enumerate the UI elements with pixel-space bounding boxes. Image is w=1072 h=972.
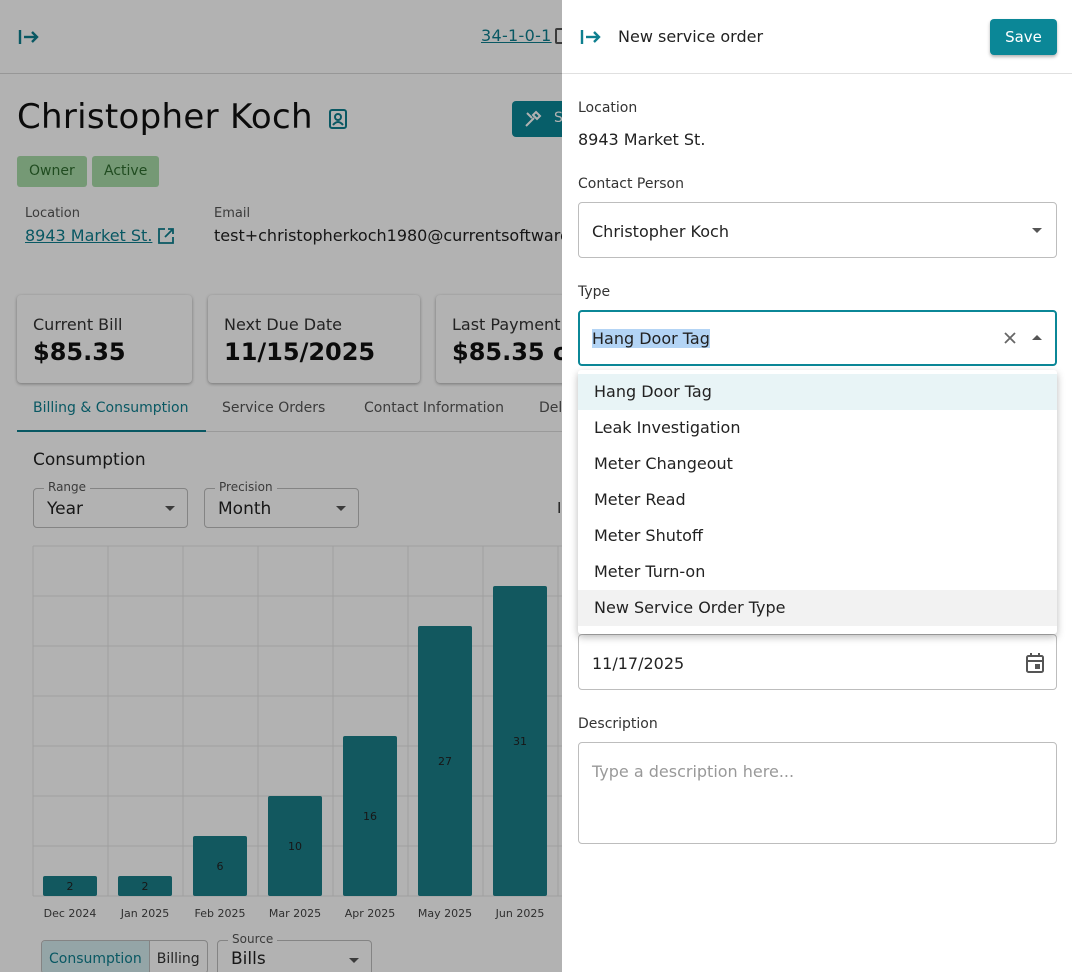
chart-tick-label: Jun 2025 <box>495 907 545 920</box>
chart-tick-label: Jan 2025 <box>120 907 169 920</box>
chart-data-label: 2 <box>67 880 74 893</box>
modal-backdrop[interactable] <box>0 0 562 972</box>
type-option[interactable]: New Service Order Type <box>578 590 1057 626</box>
clear-icon[interactable] <box>1003 331 1017 345</box>
contact-card-icon[interactable] <box>328 108 348 130</box>
account-number-link[interactable]: 34-1-0-1 <box>481 26 552 45</box>
type-option[interactable]: Meter Changeout <box>594 454 733 473</box>
type-combobox[interactable]: Hang Door Tag <box>578 310 1057 366</box>
location-link[interactable]: 8943 Market St. <box>25 226 153 245</box>
toggle-consumption[interactable]: Consumption <box>42 941 149 972</box>
chart-data-label: 10 <box>288 840 302 853</box>
next-due-date-card: Next Due Date 11/15/2025 <box>208 295 420 383</box>
active-badge: Active <box>92 156 160 187</box>
type-option[interactable]: Meter Turn-on <box>594 562 706 581</box>
chart-data-label: 2 <box>142 880 149 893</box>
owner-badge: Owner <box>17 156 87 187</box>
caret-down-icon <box>1032 228 1042 233</box>
chart-mode-toggle: Consumption Billing <box>41 940 208 972</box>
drawer-title: New service order <box>618 27 764 46</box>
chart-tick-label: Feb 2025 <box>195 907 246 920</box>
tab-service-orders[interactable]: Service Orders <box>222 400 326 416</box>
chart-data-label: 16 <box>363 810 377 823</box>
current-bill-card: Current Bill $85.35 <box>17 295 192 383</box>
consumption-title: Consumption <box>33 450 146 470</box>
last-payment-card: Last Payment $85.35 on <box>436 295 576 383</box>
range-select[interactable]: Range Year <box>33 480 188 528</box>
partial-label: I <box>557 499 562 517</box>
active-tab-indicator <box>17 430 206 432</box>
chart-tick-label: Apr 2025 <box>345 907 396 920</box>
chart-bar[interactable] <box>493 586 547 896</box>
tab-bar: Billing & Consumption Service Orders Con… <box>17 392 577 432</box>
chart-bar[interactable] <box>268 796 322 896</box>
chart-bar[interactable] <box>418 626 472 896</box>
chart-data-label: 27 <box>438 755 452 768</box>
type-option[interactable]: Meter Shutoff <box>594 526 703 545</box>
email-label: Email <box>214 206 251 221</box>
description-textarea[interactable]: Type a description here... <box>578 742 1057 844</box>
description-label: Description <box>578 716 658 732</box>
service-order-drawer: New service order Save Location 8943 Mar… <box>562 0 1072 972</box>
calendar-icon[interactable] <box>1025 652 1045 674</box>
caret-up-icon[interactable] <box>1032 335 1042 340</box>
email-value: test+christopherkoch1980@currentsoftware <box>214 226 570 245</box>
external-link-icon[interactable] <box>157 227 175 245</box>
chart-bar[interactable] <box>193 836 247 896</box>
contact-person-select[interactable]: Christopher Koch <box>578 202 1057 258</box>
chart-data-label: 31 <box>513 735 527 748</box>
tab-billing-consumption[interactable]: Billing & Consumption <box>33 400 189 416</box>
collapse-drawer-icon[interactable] <box>580 28 602 46</box>
customer-name: Christopher Koch <box>17 97 313 137</box>
toggle-billing[interactable]: Billing <box>148 941 207 972</box>
tools-icon <box>525 110 542 127</box>
type-option[interactable]: Leak Investigation <box>594 418 741 437</box>
type-input[interactable]: Hang Door Tag <box>592 329 710 348</box>
save-button[interactable]: Save <box>990 19 1057 55</box>
caret-down-icon <box>349 958 359 963</box>
type-options-listbox: Hang Door Tag Leak Investigation Meter C… <box>578 370 1057 634</box>
chart-tick-label: Dec 2024 <box>44 907 97 920</box>
chart-bar[interactable] <box>43 876 97 896</box>
tab-partial[interactable]: Del <box>539 400 563 416</box>
tab-contact-information[interactable]: Contact Information <box>364 400 504 416</box>
expand-panel-icon[interactable] <box>18 28 40 46</box>
chart-tick-label: May 2025 <box>418 907 472 920</box>
contact-person-label: Contact Person <box>578 176 684 192</box>
chart-bar[interactable] <box>118 876 172 896</box>
type-option[interactable]: Meter Read <box>594 490 686 509</box>
chart-data-label: 6 <box>217 860 224 873</box>
type-option[interactable]: Hang Door Tag <box>578 374 1057 410</box>
location-label: Location <box>25 206 80 221</box>
consumption-chart: 2 Dec 2024 2 Jan 2025 6 Feb 2025 10 Mar 2025 16 A… <box>32 545 562 920</box>
date-field[interactable]: 11/17/2025 <box>578 634 1057 690</box>
caret-down-icon <box>336 506 346 511</box>
type-label: Type <box>578 284 611 300</box>
caret-down-icon <box>165 506 175 511</box>
location-value: 8943 Market St. <box>578 130 706 149</box>
drawer-header: New service order Save <box>562 0 1072 74</box>
location-label: Location <box>578 100 638 116</box>
chart-bar[interactable] <box>343 736 397 896</box>
precision-select[interactable]: Precision Month <box>204 480 359 528</box>
chart-tick-label: Mar 2025 <box>269 907 321 920</box>
source-select[interactable]: Source Bills <box>217 932 372 972</box>
